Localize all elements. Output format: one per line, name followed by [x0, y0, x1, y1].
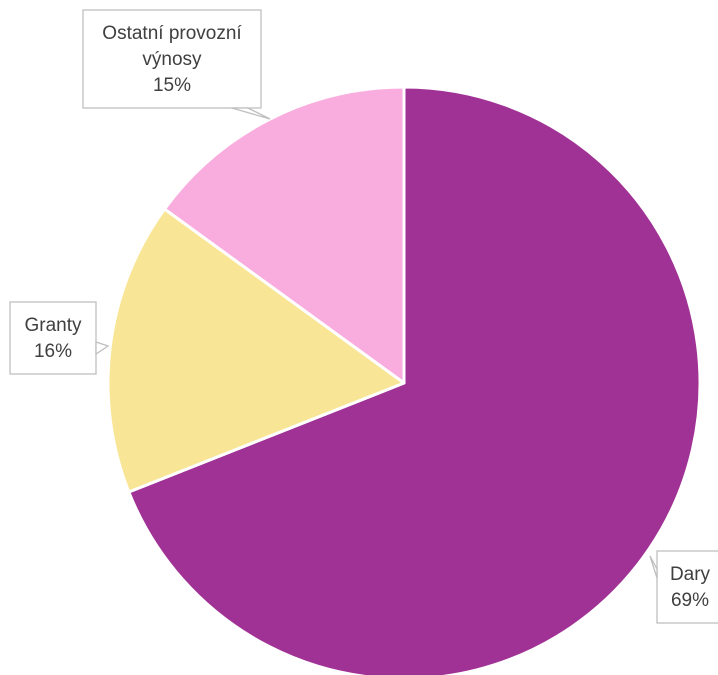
callout-1: Dary 69%: [649, 550, 718, 624]
slice-percent-label: 15%: [153, 75, 191, 96]
pie-slice-granty: [106, 207, 406, 494]
callout-3: Ostatní provozní výnosy 15%: [82, 9, 271, 120]
slice-percent-label: 69%: [671, 590, 709, 611]
callout-pointer: [231, 107, 271, 120]
pie-slice-dary: [127, 85, 702, 675]
callout-pointer: [649, 555, 658, 579]
pie-slices: [106, 85, 702, 675]
callout-box: [82, 9, 262, 109]
slice-category-label: výnosy: [142, 49, 202, 70]
data-label-callouts: Dary 69% Granty 16% Ostatní provozní výnosy 15…: [9, 9, 718, 624]
callout-box: [9, 301, 97, 375]
callout-pointer: [95, 341, 110, 356]
slice-category-label: Granty: [24, 315, 82, 336]
callout-2: Granty 16%: [9, 301, 110, 375]
slice-category-label: Dary: [670, 564, 711, 585]
callout-box: [656, 550, 718, 624]
slice-percent-label: 16%: [34, 341, 72, 362]
slice-category-label: Ostatní provozní: [102, 23, 242, 44]
